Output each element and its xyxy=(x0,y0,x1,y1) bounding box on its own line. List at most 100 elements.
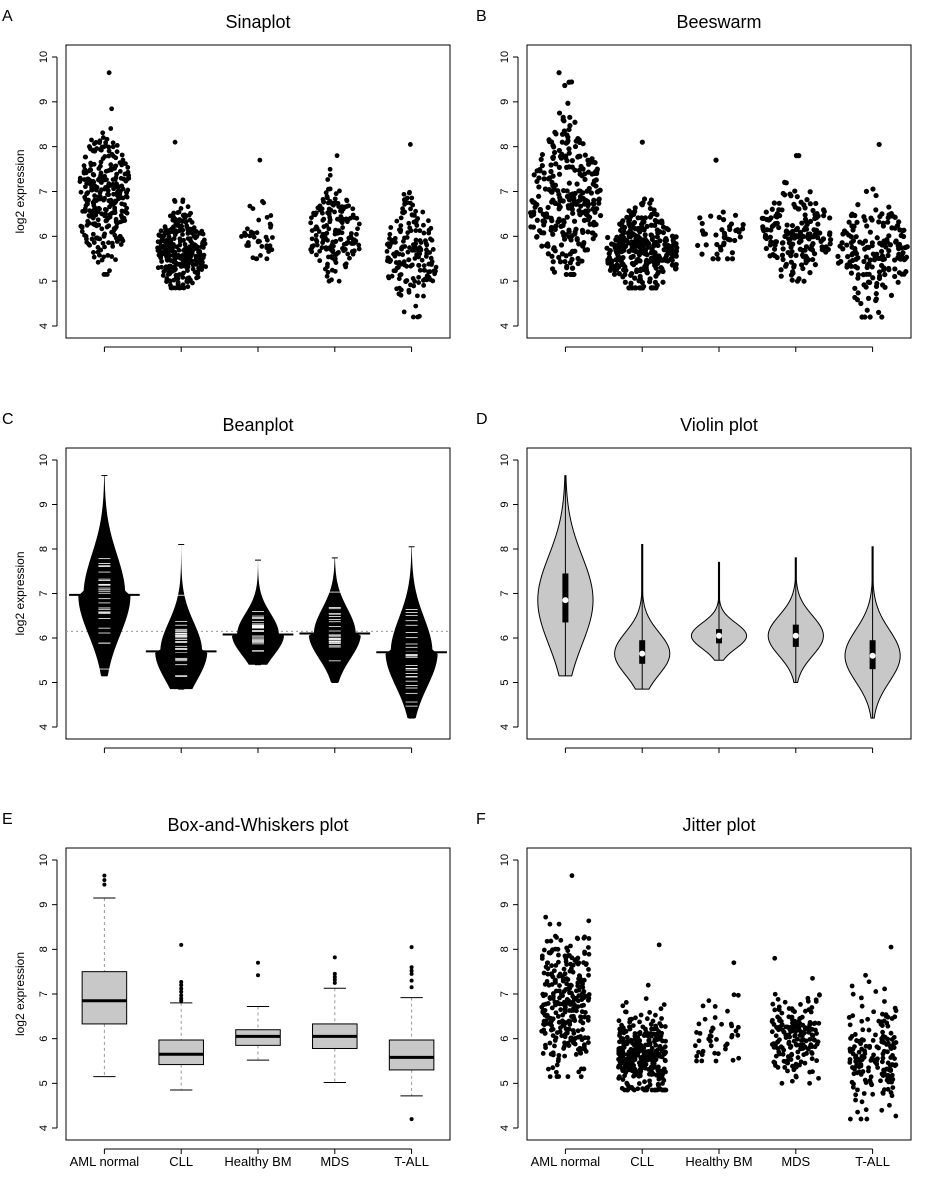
data-point xyxy=(100,130,106,136)
y-tick-label: 4 xyxy=(38,1125,50,1131)
data-point xyxy=(873,296,879,302)
panel-letter: F xyxy=(476,811,486,828)
data-point xyxy=(546,1066,551,1072)
data-point xyxy=(649,1026,654,1032)
data-point xyxy=(594,170,600,176)
data-point xyxy=(569,1008,574,1013)
data-point xyxy=(786,240,792,246)
data-point xyxy=(771,246,778,252)
data-point xyxy=(576,960,582,966)
data-point xyxy=(786,1014,792,1020)
data-point xyxy=(181,212,187,218)
data-point xyxy=(725,236,731,242)
data-point xyxy=(398,272,404,277)
data-point xyxy=(159,237,165,243)
data-point xyxy=(329,255,335,261)
data-point xyxy=(617,1064,623,1069)
data-point xyxy=(400,252,406,258)
data-point xyxy=(409,195,415,201)
data-point xyxy=(257,238,262,244)
data-point xyxy=(586,1040,591,1045)
data-point xyxy=(344,197,349,203)
data-point xyxy=(340,216,345,222)
data-point xyxy=(566,1043,572,1048)
data-point xyxy=(636,244,642,250)
data-point xyxy=(83,154,89,160)
data-point xyxy=(321,216,327,222)
data-point xyxy=(176,285,182,291)
data-point xyxy=(868,1074,874,1080)
data-point xyxy=(852,285,858,291)
data-point xyxy=(637,1019,642,1025)
data-point xyxy=(866,1068,871,1074)
data-point xyxy=(347,255,352,261)
data-point xyxy=(421,230,427,236)
data-point xyxy=(534,178,540,185)
data-point xyxy=(735,1032,741,1038)
data-point xyxy=(569,873,575,879)
data-point xyxy=(591,178,597,184)
data-point xyxy=(866,979,872,985)
data-point xyxy=(428,225,434,231)
data-point xyxy=(694,1058,699,1064)
data-point xyxy=(564,981,570,987)
data-point xyxy=(637,1030,643,1035)
y-tick-label: 5 xyxy=(499,1080,511,1086)
data-point xyxy=(547,1074,553,1080)
data-point xyxy=(89,137,94,143)
data-point xyxy=(423,238,428,244)
data-point xyxy=(92,147,97,153)
x-tick-label: MDS xyxy=(781,1154,810,1169)
data-point xyxy=(567,260,573,266)
data-point xyxy=(93,212,99,218)
data-point xyxy=(821,213,827,219)
data-point xyxy=(317,248,323,254)
data-point xyxy=(410,314,416,320)
data-point xyxy=(574,935,580,941)
data-point xyxy=(776,1004,782,1010)
data-point xyxy=(556,1056,561,1062)
outlier-point xyxy=(102,873,107,878)
data-point xyxy=(567,953,572,958)
data-point xyxy=(550,994,556,999)
data-point xyxy=(350,206,356,212)
violin-median-dot xyxy=(562,597,569,604)
data-point xyxy=(550,1016,556,1022)
data-point xyxy=(783,1035,789,1040)
data-point xyxy=(264,214,270,220)
data-point xyxy=(732,212,739,218)
data-point xyxy=(638,215,645,221)
data-point xyxy=(706,1036,712,1042)
data-point xyxy=(791,235,798,241)
data-point xyxy=(669,257,675,263)
data-point xyxy=(785,1054,791,1059)
data-point xyxy=(568,943,573,949)
data-point xyxy=(109,254,115,259)
data-point xyxy=(388,240,394,246)
data-point xyxy=(558,242,565,248)
data-point xyxy=(112,177,118,182)
data-point xyxy=(768,239,774,245)
data-point xyxy=(247,203,253,209)
data-point xyxy=(621,247,627,254)
data-point xyxy=(556,952,561,958)
data-point xyxy=(185,204,191,210)
data-point xyxy=(779,1010,785,1016)
data-point xyxy=(539,151,546,158)
data-point xyxy=(589,230,595,236)
data-point xyxy=(537,168,543,174)
data-point xyxy=(854,297,860,303)
data-point xyxy=(888,1030,894,1036)
data-point xyxy=(193,243,199,248)
data-point xyxy=(565,948,571,954)
data-point xyxy=(634,267,640,273)
data-point xyxy=(183,263,188,269)
outlier-point xyxy=(409,971,414,976)
y-tick-label: 10 xyxy=(499,454,511,466)
data-point xyxy=(122,171,128,177)
data-point xyxy=(582,152,588,158)
data-point xyxy=(242,231,247,237)
data-point xyxy=(864,223,870,229)
data-point xyxy=(847,1116,853,1122)
data-point xyxy=(534,234,540,240)
